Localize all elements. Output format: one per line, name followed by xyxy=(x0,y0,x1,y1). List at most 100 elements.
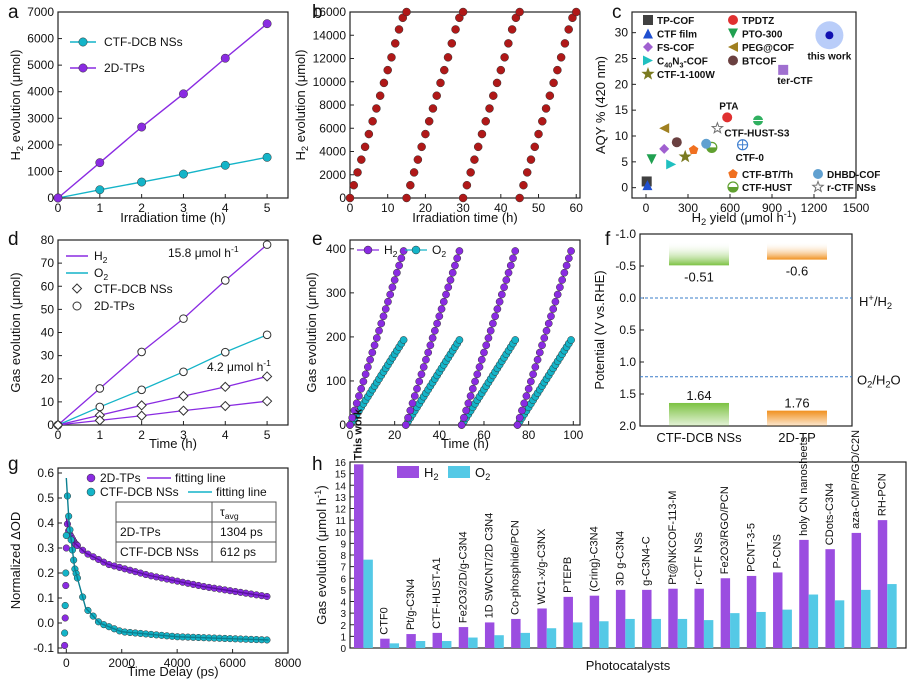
e-point xyxy=(556,283,564,292)
c-xtick-label: 900 xyxy=(762,201,782,215)
a-series-line xyxy=(57,23,268,199)
h-category-label: 1D SWCNT/2D C3N4 xyxy=(483,513,495,619)
e-point xyxy=(451,261,459,270)
chart-a: 0 1 2 3 4 5 0 1000 2000 3000 4000 5000 6000 7000 Irrad… xyxy=(8,5,289,225)
a-xtick-label: 4 xyxy=(222,201,229,215)
f-ref-label-o-part: 2 xyxy=(885,380,890,390)
d-legend-label: H2 xyxy=(94,249,108,265)
a-ylabel-part: evolution (μmol) xyxy=(8,50,23,146)
e-point xyxy=(439,297,448,306)
e-xtick-label: 100 xyxy=(563,428,583,442)
c-xlabel-part: yield (μmol h xyxy=(706,210,784,225)
b-point xyxy=(470,155,479,164)
d-legend-marker xyxy=(72,301,82,311)
b-point xyxy=(564,25,573,34)
c-point xyxy=(778,64,789,75)
f-ytick-label: 1.5 xyxy=(619,387,636,401)
a-xlabel: Irradiation time (h) xyxy=(120,210,225,225)
b-point xyxy=(545,91,555,100)
c-legend-label: C40N3-COF xyxy=(657,57,708,70)
c-point xyxy=(641,176,652,187)
e-point xyxy=(406,406,415,415)
e-point xyxy=(506,261,515,270)
e-point xyxy=(551,297,560,306)
c-legend-label: TPDTZ xyxy=(742,16,774,27)
b-xtick-label: 30 xyxy=(456,201,470,215)
h-ytick-label: 9 xyxy=(340,539,346,550)
e-point xyxy=(529,370,537,379)
d-xtick-label: 0 xyxy=(55,428,62,442)
b-point xyxy=(345,193,355,203)
f-vb-label: 1.76 xyxy=(784,396,809,411)
f-cb-bar xyxy=(669,242,729,266)
c-xlabel-part: ) xyxy=(792,210,796,225)
e-point xyxy=(567,247,575,255)
h-bar-o2 xyxy=(468,637,478,648)
g-table-header-part: avg xyxy=(225,511,239,521)
e-xtick-label: 80 xyxy=(522,428,536,442)
c-legend2-marker xyxy=(728,169,738,179)
e-point xyxy=(509,254,517,263)
a-point xyxy=(95,185,105,195)
a-series-line xyxy=(57,156,268,199)
d-series-line xyxy=(57,375,268,426)
e-point xyxy=(455,247,464,255)
c-point xyxy=(678,149,692,163)
g-table-cell: 612 ps xyxy=(220,545,256,559)
e-point xyxy=(446,276,455,284)
e-point xyxy=(477,355,486,364)
e-point xyxy=(408,399,417,408)
e-xlabel: Time (h) xyxy=(441,436,489,451)
g-ytick-label: 0.0 xyxy=(37,616,54,630)
e-point xyxy=(350,406,359,415)
h-bar-h2 xyxy=(694,588,704,648)
h-ytick-label: 3 xyxy=(340,609,346,620)
h-bar-h2 xyxy=(432,632,442,648)
e-legend-marker xyxy=(363,245,373,255)
e-point xyxy=(448,268,457,277)
h-legend-label: O2 xyxy=(475,465,490,482)
c-point-fill xyxy=(706,147,717,153)
d-ann-rate2-part: 4.2 μmol h xyxy=(207,360,263,374)
d-series-line xyxy=(57,334,268,426)
e-point xyxy=(547,312,555,321)
b-point xyxy=(538,117,547,126)
e-point xyxy=(511,336,520,344)
b-point xyxy=(383,65,392,75)
c-legend-label: BTCOF xyxy=(742,57,776,68)
e-point xyxy=(538,341,546,350)
h-category-label: This work xyxy=(353,408,365,460)
b-point xyxy=(496,65,506,75)
d-xlabel: Time (h) xyxy=(149,436,197,451)
e-point xyxy=(359,377,368,386)
e-point xyxy=(410,392,419,400)
e-point xyxy=(497,290,506,299)
d-xtick-label: 1 xyxy=(96,428,103,442)
f-ref-label-h: H+/H2 xyxy=(859,293,892,311)
chart-f: -1.0 -0.5 0.0 0.5 1.0 1.5 2.0 -0.51 1.64 CTF-DCB … xyxy=(592,227,901,445)
f-cb-label: -0.51 xyxy=(684,269,714,284)
c-point xyxy=(825,31,834,40)
e-point xyxy=(372,334,381,342)
h-bar-o2 xyxy=(363,559,373,648)
c-legend2-label: DHBD-COF xyxy=(827,170,880,181)
h-bar-o2 xyxy=(861,589,871,648)
b-point xyxy=(406,180,415,190)
h-legend-swatch xyxy=(448,466,470,478)
f-ref-label-o-part: /H xyxy=(872,373,885,388)
h-bar-h2 xyxy=(458,627,469,648)
h-legend-swatch xyxy=(397,466,419,478)
b-point xyxy=(443,53,453,62)
e-point xyxy=(549,305,558,313)
a-ylabel-part: 2 xyxy=(15,146,25,151)
b-point xyxy=(541,104,551,113)
b-point xyxy=(360,142,370,152)
h-ytick-label: 10 xyxy=(335,528,347,539)
e-point xyxy=(544,319,553,328)
g-ylabel: Normalized ΔOD xyxy=(8,512,23,610)
f-category-label: CTF-DCB NSs xyxy=(656,430,742,445)
g-point xyxy=(61,614,69,622)
b-point xyxy=(353,168,362,177)
e-point xyxy=(484,334,493,342)
e-point xyxy=(558,276,566,284)
